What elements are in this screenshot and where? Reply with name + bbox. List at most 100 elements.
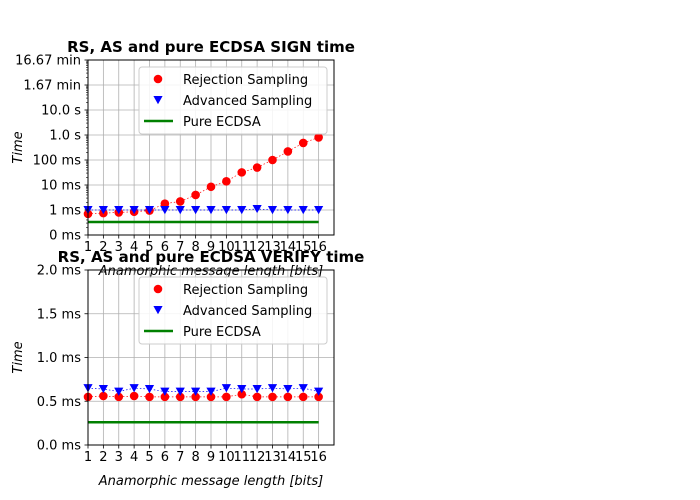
data-point-advanced-sampling xyxy=(114,387,124,396)
y-tick-label: 1.0 s xyxy=(49,129,81,144)
y-tick-label: 0.0 ms xyxy=(37,439,81,454)
data-point-rejection-sampling xyxy=(298,392,308,402)
data-point-advanced-sampling xyxy=(129,384,139,393)
data-point-advanced-sampling xyxy=(144,206,155,215)
data-point-advanced-sampling xyxy=(314,206,324,215)
data-point-advanced-sampling xyxy=(98,385,108,394)
x-tick-label: 3 xyxy=(115,240,123,255)
data-point-rejection-sampling xyxy=(129,391,139,401)
x-tick-label: 10 xyxy=(218,450,235,465)
legend-marker-advanced-sampling xyxy=(153,306,163,315)
data-point-rejection-sampling xyxy=(191,190,200,200)
legend-box xyxy=(138,276,328,345)
legend-label: Pure ECDSA xyxy=(183,325,261,340)
x-tick-label: 13 xyxy=(264,450,281,465)
chart-title: RS, AS and pure ECDSA SIGN time xyxy=(67,38,355,56)
x-tick-label: 4 xyxy=(130,450,138,465)
x-tick-label: 6 xyxy=(161,450,169,465)
data-point-rejection-sampling xyxy=(237,389,247,399)
x-tick-label: 14 xyxy=(280,240,297,255)
data-point-rejection-sampling xyxy=(114,392,124,402)
x-tick-label: 6 xyxy=(161,240,169,255)
x-tick-label: 15 xyxy=(295,450,312,465)
x-tick-label: 8 xyxy=(191,450,199,465)
y-tick-label: 10 ms xyxy=(41,179,81,194)
y-tick-label: 1.67 min xyxy=(23,79,81,94)
x-tick-label: 8 xyxy=(191,240,199,255)
x-tick-label: 1 xyxy=(84,240,92,255)
x-tick-label: 9 xyxy=(207,240,215,255)
data-point-rejection-sampling xyxy=(160,199,170,208)
data-point-rejection-sampling xyxy=(252,392,262,402)
x-tick-label: 12 xyxy=(249,450,266,465)
data-point-advanced-sampling xyxy=(144,385,155,394)
legend-marker-rejection-sampling xyxy=(153,284,163,294)
x-tick-label: 7 xyxy=(176,240,184,255)
x-tick-label: 10 xyxy=(218,240,235,255)
data-point-rejection-sampling xyxy=(314,133,323,142)
x-tick-label: 12 xyxy=(249,240,266,255)
y-tick-label: 1.0 ms xyxy=(37,351,81,366)
series-line-rejection-sampling xyxy=(87,137,319,215)
data-point-advanced-sampling xyxy=(114,206,124,215)
x-tick-label: 16 xyxy=(310,240,327,255)
y-tick-label: 0 ms xyxy=(49,229,81,244)
data-point-rejection-sampling xyxy=(160,392,170,402)
data-point-rejection-sampling xyxy=(145,392,154,402)
data-point-rejection-sampling xyxy=(191,392,200,402)
data-point-rejection-sampling xyxy=(283,392,293,402)
data-point-advanced-sampling xyxy=(129,206,139,215)
y-tick-label: 2.0 ms xyxy=(37,264,81,279)
data-point-advanced-sampling xyxy=(298,384,308,393)
data-point-advanced-sampling xyxy=(237,385,247,394)
data-point-advanced-sampling xyxy=(221,384,231,393)
data-point-rejection-sampling xyxy=(283,147,293,156)
series-line-advanced-sampling xyxy=(87,387,319,392)
legend-marker-advanced-sampling xyxy=(153,96,163,105)
data-point-rejection-sampling xyxy=(268,392,277,402)
x-tick-label: 4 xyxy=(130,240,138,255)
data-point-advanced-sampling xyxy=(298,206,308,215)
x-tick-label: 2 xyxy=(99,240,107,255)
legend-box xyxy=(138,66,328,135)
legend-label: Pure ECDSA xyxy=(183,115,261,130)
data-point-advanced-sampling xyxy=(191,206,201,215)
y-tick-label: 10.0 s xyxy=(41,104,81,119)
x-tick-label: 9 xyxy=(207,450,215,465)
x-tick-label: 1 xyxy=(84,450,92,465)
data-point-advanced-sampling xyxy=(191,387,201,396)
x-tick-label: 5 xyxy=(145,450,153,465)
data-point-rejection-sampling xyxy=(222,392,231,402)
data-point-rejection-sampling xyxy=(206,182,216,192)
data-point-advanced-sampling xyxy=(314,387,324,396)
y-axis-label: Time xyxy=(11,131,26,163)
data-point-advanced-sampling xyxy=(221,206,231,215)
data-point-advanced-sampling xyxy=(160,387,170,396)
data-point-rejection-sampling xyxy=(99,391,108,401)
x-tick-label: 14 xyxy=(280,450,297,465)
data-point-rejection-sampling xyxy=(252,163,262,172)
data-point-advanced-sampling xyxy=(175,387,185,396)
data-point-advanced-sampling xyxy=(283,385,293,394)
data-point-advanced-sampling xyxy=(160,206,170,215)
y-axis-label: Time xyxy=(11,341,26,373)
data-point-advanced-sampling xyxy=(283,206,293,215)
data-point-rejection-sampling xyxy=(206,392,216,402)
data-point-rejection-sampling xyxy=(314,392,323,402)
data-point-advanced-sampling xyxy=(206,387,216,396)
legend-label: Rejection Sampling xyxy=(183,283,308,298)
legend-label: Advanced Sampling xyxy=(183,94,312,109)
y-tick-label: 1 ms xyxy=(49,204,81,219)
data-point-rejection-sampling xyxy=(237,168,247,177)
data-point-advanced-sampling xyxy=(267,206,278,215)
y-tick-label: 16.67 min xyxy=(15,54,81,69)
y-tick-label: 1.5 ms xyxy=(37,307,81,322)
legend-marker-rejection-sampling xyxy=(153,74,163,84)
data-point-advanced-sampling xyxy=(267,384,278,393)
x-tick-label: 5 xyxy=(145,240,153,255)
x-tick-label: 11 xyxy=(233,240,250,255)
y-tick-label: 100 ms xyxy=(33,154,82,169)
legend-label: Rejection Sampling xyxy=(183,73,308,88)
data-point-advanced-sampling xyxy=(252,385,262,394)
